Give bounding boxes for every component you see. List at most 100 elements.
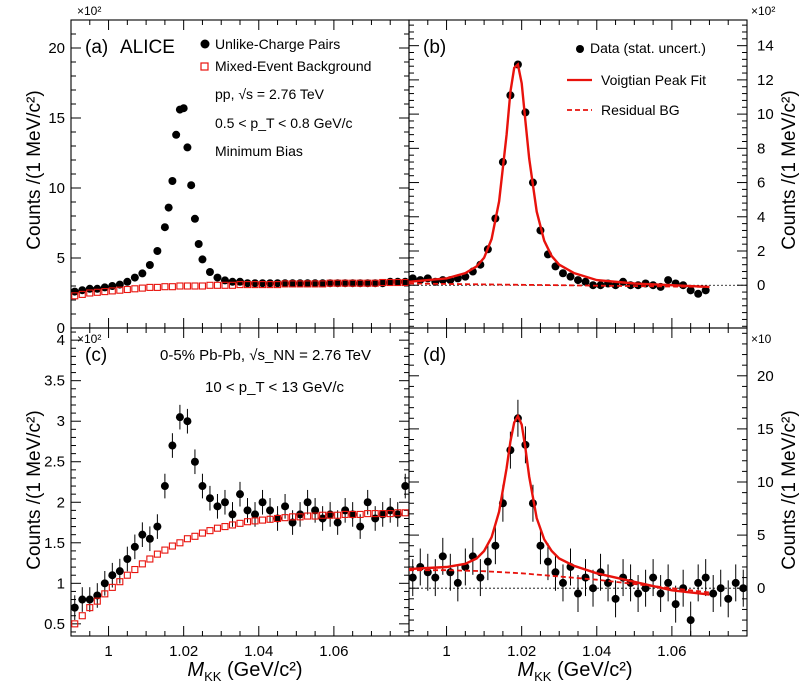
data-point [296,510,305,519]
background-point [304,512,312,520]
legend-a: ALICE Unlike-Charge Pairs Mixed-Event Ba… [120,36,371,159]
background-point [108,287,116,295]
data-point [649,573,658,582]
data-point [611,281,620,290]
background-point [349,510,357,518]
data-point [138,269,147,278]
background-point [183,282,191,290]
data-point [288,518,297,527]
xlabel-left-unit: (GeV/c²) [221,659,302,681]
background-point [138,284,146,292]
legend-b: Data (stat. uncert.) Voigtian Peak Fit R… [567,40,706,118]
data-point [641,584,650,593]
ylabel-top-right: Counts /(1 MeV/c²) [779,90,800,249]
data-point [581,277,590,286]
background-point [304,280,312,288]
background-point [341,279,349,287]
data-point [686,616,695,625]
data-point [138,530,147,539]
fit-curve [409,413,710,596]
data-point [393,510,402,519]
background-point [123,285,131,294]
background-point [161,283,169,291]
data-point [686,286,695,295]
background-point [236,519,244,527]
y-tick-label: 0 [757,277,765,294]
background-point [319,280,327,288]
xlabel-right-unit: (GeV/c²) [551,659,632,681]
data-point [198,255,207,264]
y-tick-label: 8 [757,140,765,157]
data-point [115,280,124,289]
data-point [71,603,79,612]
background-point [319,511,327,519]
data-point [341,279,350,288]
background-point [289,280,297,288]
background-point [266,515,274,523]
data-point [190,457,199,466]
data-point [303,498,312,507]
y-tick-label: 10 [757,474,774,491]
data-point [483,557,492,566]
background-point [349,279,357,287]
data-point [115,567,124,576]
x-tick-label: 1 [104,643,112,660]
legend-label-mixed-a: Mixed-Event Background [215,58,371,74]
background-point [341,510,349,518]
data-point [739,584,747,593]
data-point [348,510,357,519]
data-point [356,522,365,531]
data-point [145,534,154,543]
panel-b: (b) ×10² 0 2 4 6 8 10 12 14 [408,4,775,329]
panel-d: (d) ×10 1 1.02 1.04 1.06 0 5 10 15 20 [408,327,774,660]
background-point [108,583,116,591]
background-point [394,509,402,517]
data-point [356,279,365,288]
data-point [160,482,169,491]
data-point [694,289,703,298]
data-point [363,498,372,507]
data-point [266,506,275,515]
xlabel-right-var: M [517,659,534,681]
data-point [574,589,582,598]
background-point [266,281,274,289]
data-point [100,283,109,292]
background-point [191,532,199,540]
background-point [176,539,184,547]
background-point [236,281,244,289]
data-point [160,223,169,232]
background-point [221,523,229,531]
data-point [130,273,139,282]
data-point [220,498,229,507]
background-point [116,286,124,294]
data-point [205,268,214,276]
y-tick-label: 0.5 [44,616,65,633]
y-tick-label: 3.5 [44,373,65,390]
data-point [581,573,590,582]
data-point [205,494,214,503]
legend-label-fit-b: Voigtian Peak Fit [601,72,706,88]
data-point [596,281,605,290]
background-point [401,278,409,287]
background-point [78,290,86,298]
data-point [145,261,154,269]
data-point [153,247,162,255]
data-point [409,573,417,582]
background-point [243,518,252,526]
data-point [108,571,117,580]
y-tick-label: 5 [757,527,765,544]
x-tick-label: 1.02 [169,643,198,660]
annotation-c-0: 0-5% Pb-Pb, √s_NN = 2.76 TeV [160,347,371,364]
background-point [221,281,229,289]
background-point [386,510,394,518]
background-point [213,281,222,289]
background-point [251,517,259,525]
data-point [701,573,710,582]
annotation-a-0: pp, √s = 2.76 TeV [215,86,325,102]
data-point [100,579,109,588]
data-point [194,240,203,248]
data-point [664,578,673,587]
x-tick-label: 1.06 [319,643,348,660]
annotation-a-1: 0.5 < p_T < 0.8 GeV/c [215,115,353,131]
